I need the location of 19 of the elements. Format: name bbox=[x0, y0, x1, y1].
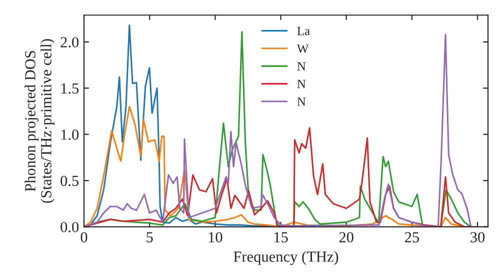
legend-label: N bbox=[297, 62, 306, 70]
y-tick-label: 0.5 bbox=[60, 176, 79, 186]
x-tick-label: 5 bbox=[146, 232, 153, 242]
legend-label: W bbox=[296, 44, 309, 53]
y-tick-label: 1.5 bbox=[61, 83, 79, 94]
y-tick-label: 2.0 bbox=[60, 37, 79, 48]
x-tick-label: 15 bbox=[274, 232, 288, 242]
legend-label: La bbox=[297, 26, 310, 36]
x-tick-label: 30 bbox=[470, 232, 485, 242]
y-tick-label: 0.0 bbox=[60, 222, 79, 232]
y-tick-label: 1.0 bbox=[61, 130, 79, 140]
x-axis-title: Frequency (THz) bbox=[234, 251, 338, 265]
x-tick-label: 25 bbox=[404, 232, 419, 242]
x-tick-label: 0 bbox=[80, 232, 88, 242]
y-axis-title: Phonon projected DOS (States/THz·primitive cell) bbox=[24, 39, 54, 203]
x-tick-label: 10 bbox=[208, 232, 222, 242]
legend-label: N bbox=[297, 98, 306, 106]
x-tick-label: 20 bbox=[339, 232, 354, 242]
legend-label: N bbox=[297, 80, 306, 88]
